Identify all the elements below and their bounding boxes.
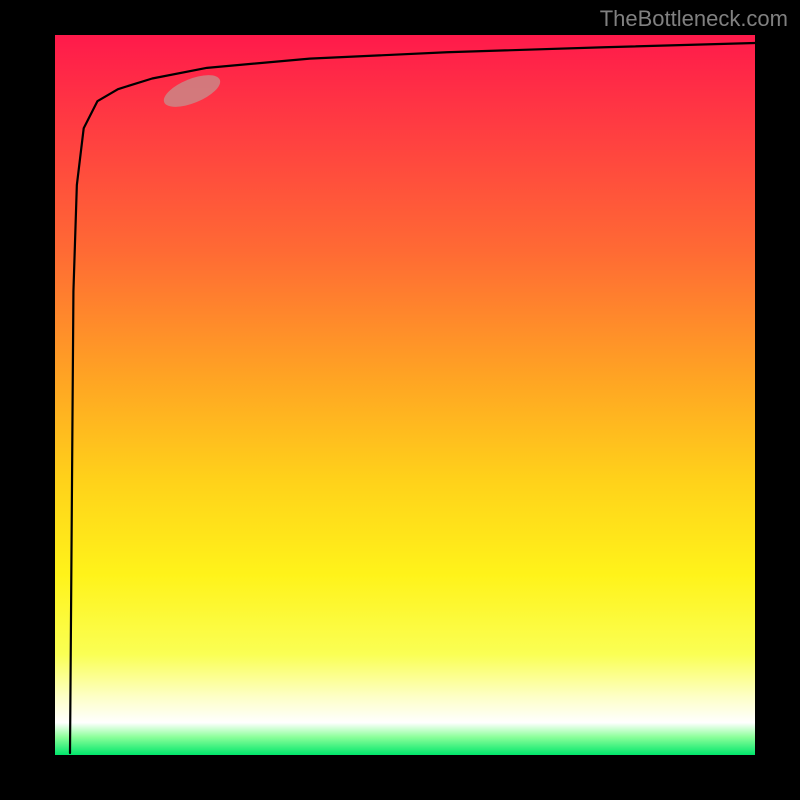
- watermark-text: TheBottleneck.com: [600, 6, 788, 32]
- chart-frame: TheBottleneck.com: [0, 0, 800, 800]
- plot-area: [55, 35, 755, 755]
- bottleneck-curve-chart: [0, 0, 800, 800]
